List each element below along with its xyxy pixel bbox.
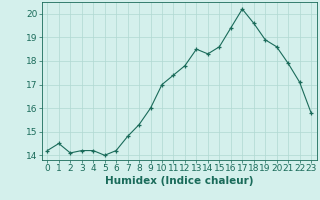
X-axis label: Humidex (Indice chaleur): Humidex (Indice chaleur) bbox=[105, 176, 253, 186]
